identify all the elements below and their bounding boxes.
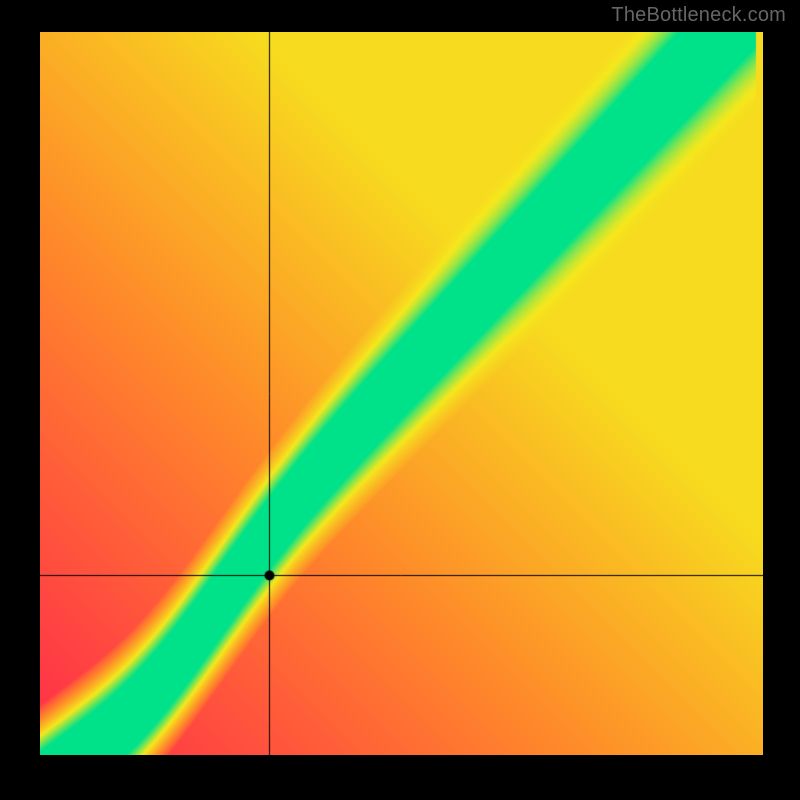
bottleneck-heatmap — [40, 32, 763, 755]
chart-container: TheBottleneck.com — [0, 0, 800, 800]
attribution-text: TheBottleneck.com — [611, 4, 786, 27]
